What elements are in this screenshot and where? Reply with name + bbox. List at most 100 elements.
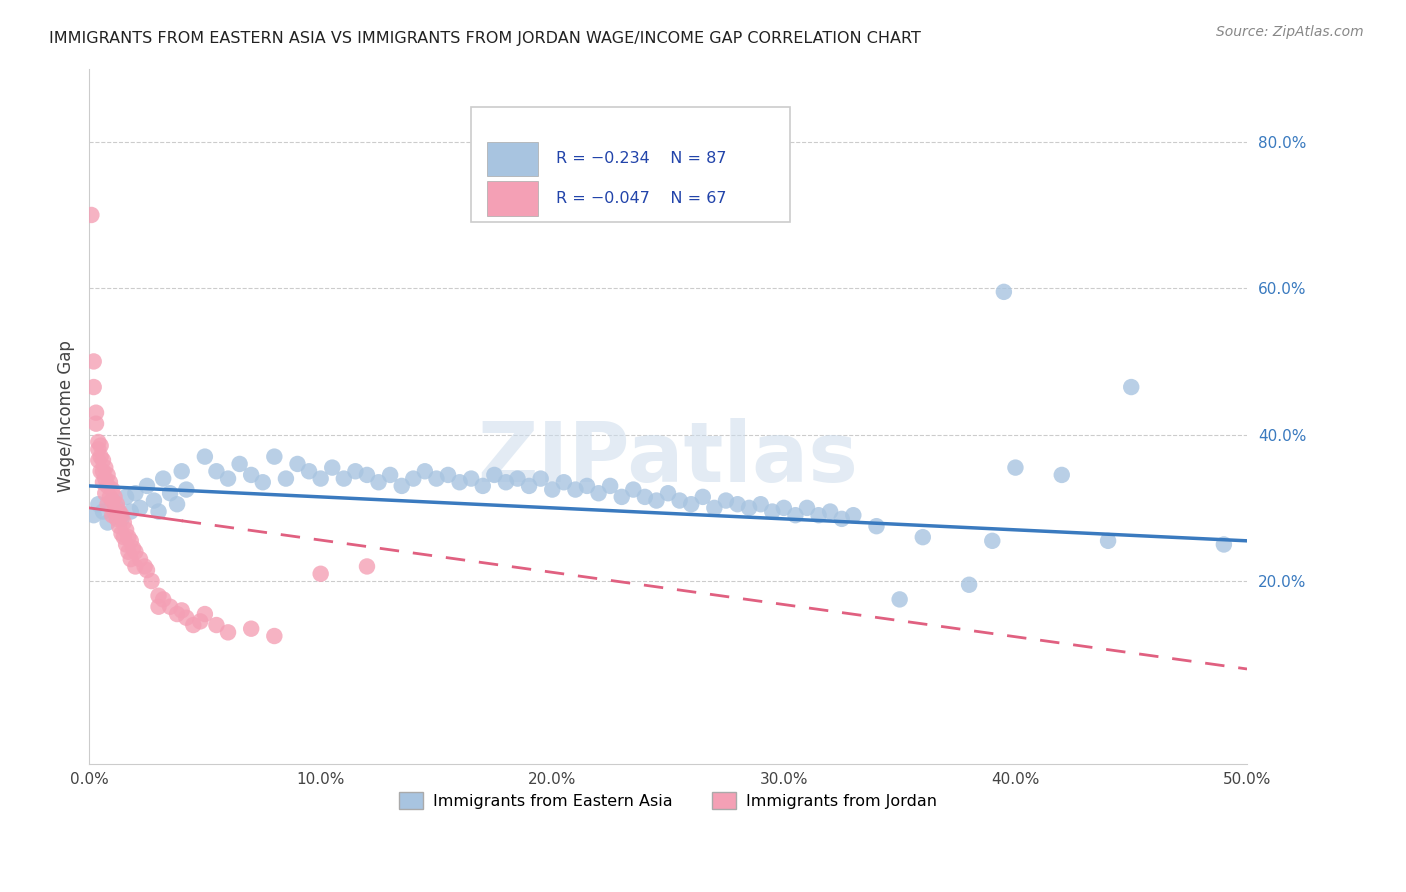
Point <box>117 545 139 559</box>
Point <box>124 545 146 559</box>
Point <box>110 526 132 541</box>
Point <box>141 574 163 588</box>
Point <box>148 504 170 518</box>
Point <box>129 552 152 566</box>
Point <box>122 541 145 556</box>
Point <box>506 472 529 486</box>
FancyBboxPatch shape <box>471 107 790 221</box>
Point <box>120 552 142 566</box>
Point <box>657 486 679 500</box>
Point <box>344 464 367 478</box>
Point <box>87 434 110 449</box>
Point <box>437 467 460 482</box>
Point <box>356 467 378 482</box>
Point <box>170 603 193 617</box>
Point <box>865 519 887 533</box>
Point <box>495 475 517 490</box>
Point <box>634 490 657 504</box>
Point <box>134 559 156 574</box>
Point <box>136 479 159 493</box>
Legend: Immigrants from Eastern Asia, Immigrants from Jordan: Immigrants from Eastern Asia, Immigrants… <box>392 786 943 815</box>
Point <box>83 380 105 394</box>
Point <box>90 450 112 464</box>
Point <box>110 512 132 526</box>
Point <box>553 475 575 490</box>
Point <box>105 512 128 526</box>
Point <box>298 464 321 478</box>
Point <box>599 479 621 493</box>
Point <box>738 500 761 515</box>
Point <box>703 500 725 515</box>
Point <box>129 500 152 515</box>
Point <box>957 578 980 592</box>
Point <box>115 523 138 537</box>
FancyBboxPatch shape <box>488 181 538 216</box>
Y-axis label: Wage/Income Gap: Wage/Income Gap <box>58 341 75 492</box>
Point <box>80 208 103 222</box>
Point <box>90 439 112 453</box>
Point <box>309 566 332 581</box>
Point <box>391 479 413 493</box>
Point <box>727 497 749 511</box>
Point <box>484 467 506 482</box>
Point <box>97 497 120 511</box>
Point <box>796 500 818 515</box>
Point <box>471 479 494 493</box>
Point <box>101 493 124 508</box>
Point <box>90 464 112 478</box>
Point <box>97 516 120 530</box>
Point <box>449 475 471 490</box>
FancyBboxPatch shape <box>488 142 538 176</box>
Point <box>911 530 934 544</box>
Point <box>205 464 228 478</box>
Point <box>402 472 425 486</box>
Point <box>993 285 1015 299</box>
Point <box>110 508 132 523</box>
Point <box>91 504 114 518</box>
Point <box>367 475 389 490</box>
Point <box>84 406 107 420</box>
Point <box>188 615 211 629</box>
Point <box>97 479 120 493</box>
Point <box>94 460 117 475</box>
Point <box>166 607 188 621</box>
Point <box>714 493 737 508</box>
Point <box>98 475 121 490</box>
Point <box>263 450 285 464</box>
Point <box>148 599 170 614</box>
Point <box>148 589 170 603</box>
Point <box>588 486 610 500</box>
Point <box>124 559 146 574</box>
Point <box>772 500 794 515</box>
Point <box>124 486 146 500</box>
Point <box>460 472 482 486</box>
Point <box>378 467 401 482</box>
Point <box>117 530 139 544</box>
Point <box>83 508 105 523</box>
Point <box>103 490 125 504</box>
Point <box>159 486 181 500</box>
Point <box>108 504 131 518</box>
Point <box>645 493 668 508</box>
Point <box>1212 537 1234 551</box>
Point <box>252 475 274 490</box>
Point <box>98 490 121 504</box>
Point <box>87 442 110 457</box>
Point <box>240 467 263 482</box>
Point <box>287 457 309 471</box>
Point <box>240 622 263 636</box>
Point <box>575 479 598 493</box>
Point <box>101 508 124 523</box>
Text: ZIPatlas: ZIPatlas <box>478 417 859 499</box>
Point <box>333 472 356 486</box>
Point <box>356 559 378 574</box>
Point <box>159 599 181 614</box>
Point <box>785 508 807 523</box>
Point <box>115 490 138 504</box>
Point <box>274 472 297 486</box>
Point <box>761 504 783 518</box>
Point <box>263 629 285 643</box>
Point <box>517 479 540 493</box>
Point <box>194 450 217 464</box>
Point <box>136 563 159 577</box>
